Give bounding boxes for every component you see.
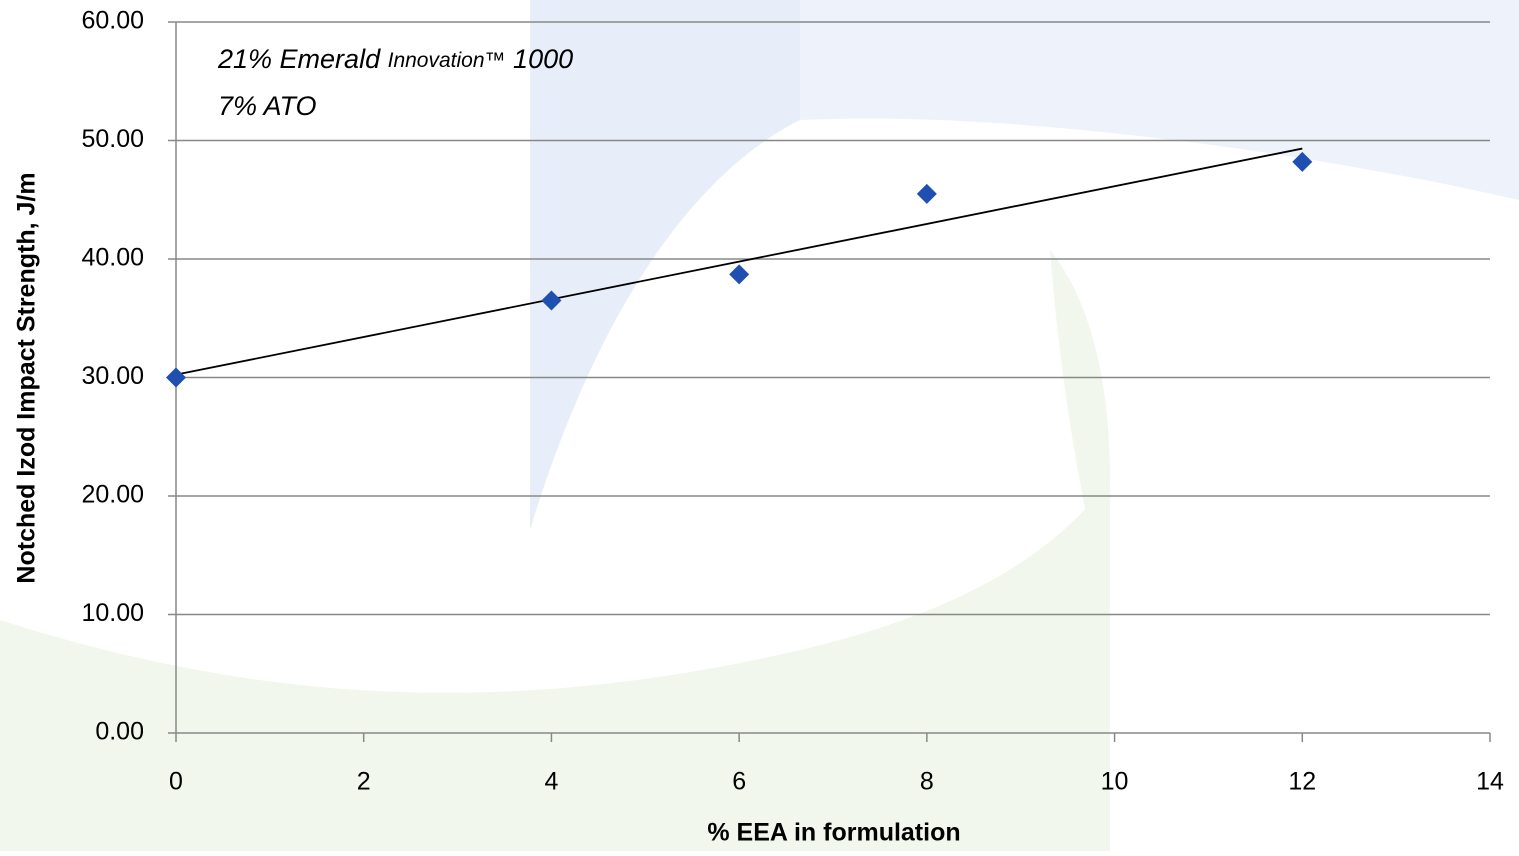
x-tick-label: 12 <box>1288 768 1316 796</box>
x-tick-label: 4 <box>544 768 558 796</box>
annotation-part: Innovation™ <box>388 49 506 72</box>
logo-green-arc <box>1050 250 1110 620</box>
x-tick-label: 14 <box>1476 768 1504 796</box>
logo-blue <box>530 0 800 530</box>
x-tick-label: 10 <box>1101 768 1129 796</box>
x-tick-label: 6 <box>732 768 746 796</box>
annotation-part: 21% Emerald <box>217 44 381 74</box>
y-tick-label: 50.00 <box>81 125 144 153</box>
point <box>916 183 937 204</box>
annotation-part: 1000 <box>513 44 573 74</box>
annotation: 21% Emerald Innovation™ 1000 <box>217 44 573 74</box>
y-axis-title: Notched Izod Impact Strength, J/m <box>13 172 41 583</box>
point <box>166 367 186 388</box>
y-tick-label: 20.00 <box>81 481 144 509</box>
trendline <box>175 147 1303 376</box>
y-tick-label: 10.00 <box>81 599 144 627</box>
point <box>1292 151 1313 172</box>
point <box>541 290 562 311</box>
x-tick-label: 2 <box>357 768 371 796</box>
y-tick-label: 0.00 <box>95 718 144 746</box>
logo-green <box>0 480 1110 851</box>
y-tick-label: 40.00 <box>81 244 144 272</box>
logo-blue-top <box>800 0 1519 200</box>
point <box>729 264 750 285</box>
annotation: 7% ATO <box>218 91 317 121</box>
y-tick-label: 30.00 <box>81 362 144 390</box>
x-tick-label: 8 <box>920 768 934 796</box>
x-axis-title: % EEA in formulation <box>707 819 960 847</box>
annotation-part: 7% ATO <box>218 91 317 121</box>
x-tick-label: 0 <box>169 768 183 796</box>
y-tick-label: 60.00 <box>81 7 144 35</box>
